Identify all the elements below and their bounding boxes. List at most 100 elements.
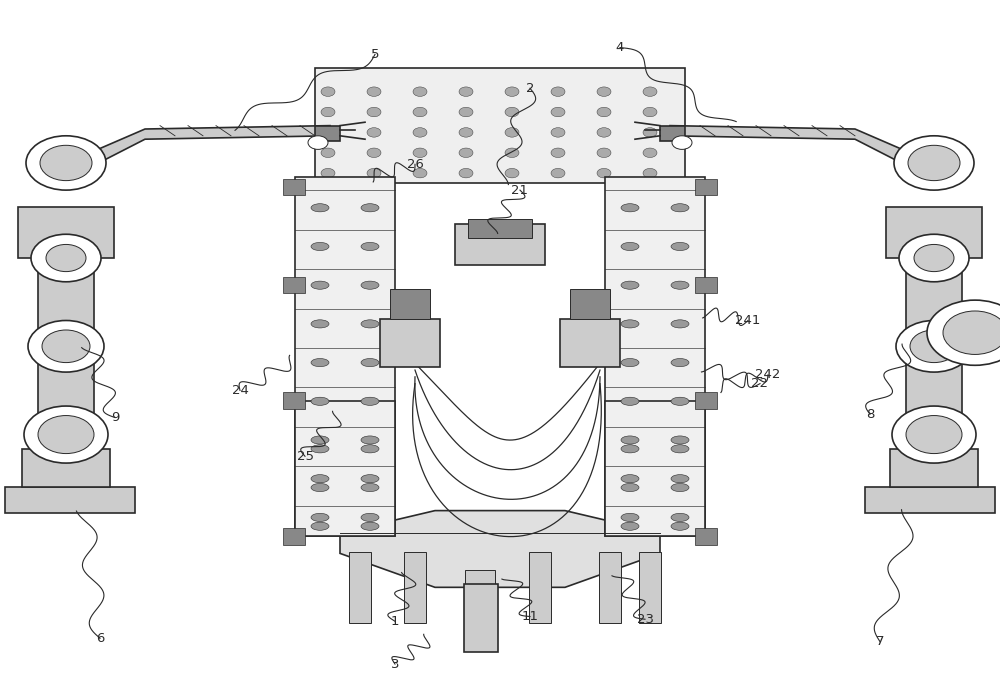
Text: 241: 241 [735, 314, 761, 327]
Ellipse shape [621, 445, 639, 453]
Circle shape [551, 168, 565, 178]
Bar [465, 570, 495, 642]
Text: 6: 6 [96, 631, 104, 645]
Circle shape [31, 234, 101, 282]
Text: 23: 23 [637, 612, 654, 626]
Ellipse shape [671, 397, 689, 405]
Circle shape [927, 300, 1000, 365]
Circle shape [413, 148, 427, 158]
Bar [283, 528, 305, 545]
Circle shape [643, 128, 657, 137]
Ellipse shape [311, 522, 329, 530]
Ellipse shape [671, 475, 689, 483]
Bar [695, 179, 717, 195]
Circle shape [413, 128, 427, 137]
Circle shape [321, 168, 335, 178]
Ellipse shape [361, 475, 379, 483]
Ellipse shape [311, 483, 329, 492]
Circle shape [459, 168, 473, 178]
Bar [464, 584, 498, 652]
Polygon shape [315, 68, 685, 183]
Bar [865, 487, 995, 513]
Bar [529, 552, 551, 623]
Circle shape [551, 128, 565, 137]
Ellipse shape [311, 397, 329, 405]
Bar [695, 528, 717, 545]
Circle shape [46, 244, 86, 272]
Circle shape [321, 87, 335, 96]
Ellipse shape [671, 445, 689, 453]
Text: 242: 242 [755, 368, 781, 382]
Circle shape [597, 128, 611, 137]
Bar [906, 361, 962, 449]
Bar [599, 552, 621, 623]
Circle shape [505, 107, 519, 117]
Circle shape [894, 136, 974, 190]
Text: 25: 25 [296, 449, 314, 463]
Text: 24: 24 [232, 384, 248, 397]
Ellipse shape [621, 242, 639, 251]
Circle shape [551, 107, 565, 117]
Ellipse shape [621, 359, 639, 367]
Ellipse shape [671, 522, 689, 530]
Ellipse shape [621, 204, 639, 212]
Circle shape [321, 107, 335, 117]
Ellipse shape [621, 513, 639, 521]
Ellipse shape [361, 445, 379, 453]
Ellipse shape [311, 436, 329, 444]
Ellipse shape [621, 397, 639, 405]
Circle shape [367, 87, 381, 96]
Bar [890, 449, 978, 487]
Polygon shape [88, 126, 330, 168]
Circle shape [896, 320, 972, 372]
Ellipse shape [671, 281, 689, 289]
Ellipse shape [361, 242, 379, 251]
Bar [560, 319, 620, 367]
Bar [38, 361, 94, 449]
Text: 2: 2 [526, 81, 534, 95]
Circle shape [28, 320, 104, 372]
Text: 1: 1 [391, 614, 399, 628]
Circle shape [367, 128, 381, 137]
Ellipse shape [361, 436, 379, 444]
Circle shape [40, 145, 92, 181]
Bar [295, 401, 395, 536]
Ellipse shape [671, 242, 689, 251]
Bar [5, 487, 135, 513]
Bar [906, 272, 962, 346]
Ellipse shape [361, 397, 379, 405]
Ellipse shape [311, 242, 329, 251]
Text: 7: 7 [876, 635, 884, 648]
Circle shape [308, 136, 328, 149]
Ellipse shape [311, 359, 329, 367]
Ellipse shape [671, 513, 689, 521]
Ellipse shape [671, 204, 689, 212]
Polygon shape [670, 126, 912, 168]
Circle shape [597, 107, 611, 117]
Ellipse shape [671, 359, 689, 367]
Circle shape [551, 148, 565, 158]
Circle shape [505, 148, 519, 158]
Text: 9: 9 [111, 411, 119, 424]
Bar [38, 272, 94, 346]
Bar [605, 401, 705, 536]
Circle shape [459, 87, 473, 96]
Ellipse shape [621, 475, 639, 483]
Ellipse shape [361, 359, 379, 367]
Text: 5: 5 [371, 48, 379, 61]
Bar [605, 177, 705, 536]
Circle shape [892, 406, 976, 463]
Ellipse shape [311, 320, 329, 328]
Text: 22: 22 [752, 377, 768, 390]
Bar [295, 177, 395, 536]
Ellipse shape [361, 281, 379, 289]
Bar [468, 219, 532, 238]
Circle shape [321, 148, 335, 158]
Circle shape [367, 168, 381, 178]
Ellipse shape [621, 436, 639, 444]
Ellipse shape [361, 513, 379, 521]
Circle shape [910, 330, 958, 363]
Circle shape [551, 87, 565, 96]
Text: 21: 21 [512, 183, 528, 197]
Circle shape [914, 244, 954, 272]
